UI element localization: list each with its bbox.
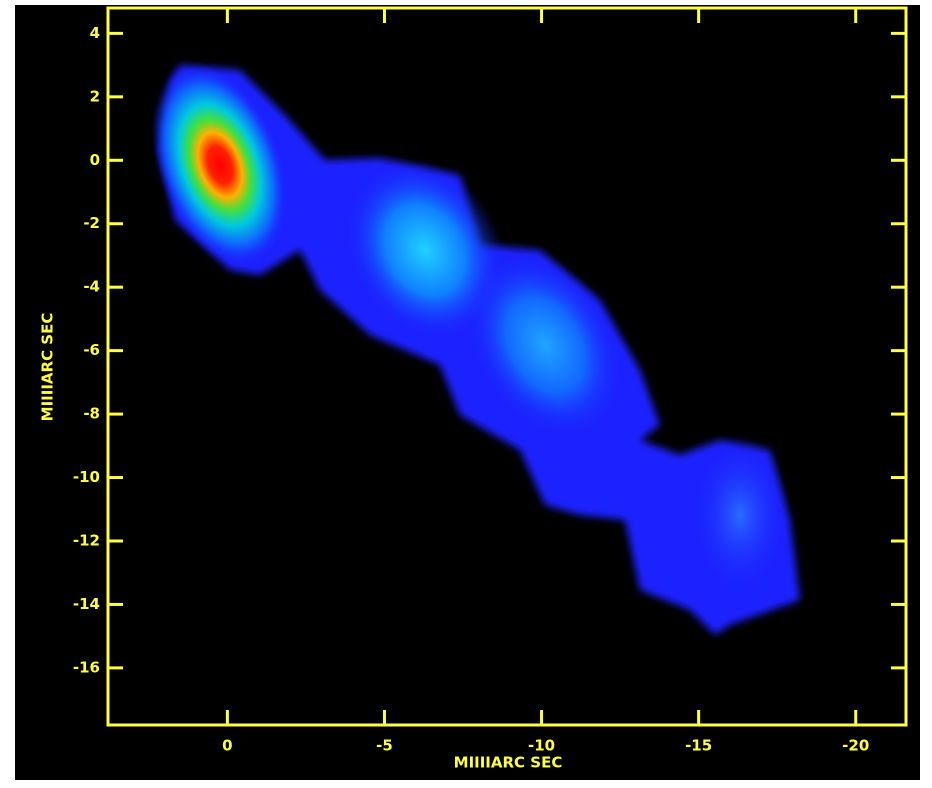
y-tick-label: -14 xyxy=(73,595,100,613)
axes xyxy=(106,6,908,727)
x-tick-label: -5 xyxy=(376,737,393,755)
y-tick-label: -2 xyxy=(83,214,100,232)
plot-frame xyxy=(106,6,908,727)
y-axis-label: MIIIIARC SEC xyxy=(39,313,57,422)
y-tick-label: -10 xyxy=(73,468,100,486)
y-tick-label: -4 xyxy=(83,278,100,296)
y-tick-label: 2 xyxy=(90,87,100,105)
jet-image xyxy=(151,64,800,635)
y-tick-label: 0 xyxy=(90,151,100,169)
y-tick-label: -8 xyxy=(83,405,100,423)
y-tick-label: -6 xyxy=(83,341,100,359)
x-tick-label: 0 xyxy=(222,737,232,755)
y-tick-label: 4 xyxy=(90,24,100,42)
y-tick-label: -16 xyxy=(73,658,100,676)
x-tick-label: -15 xyxy=(685,737,712,755)
x-tick-label: -10 xyxy=(528,737,555,755)
x-axis-label: MIIIIARC SEC xyxy=(454,754,563,772)
y-tick-label: -12 xyxy=(73,531,100,549)
x-tick-label: -20 xyxy=(842,737,869,755)
